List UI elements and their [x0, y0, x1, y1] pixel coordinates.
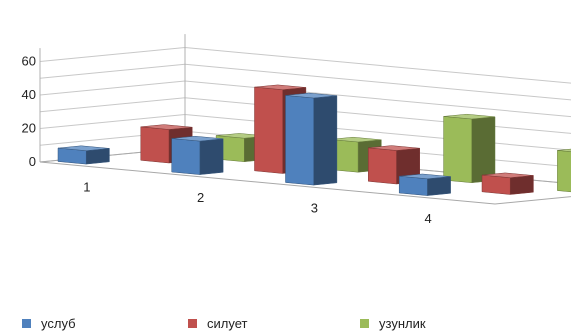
bar-front-face [481, 174, 511, 195]
bar-top-face [399, 173, 451, 180]
bar-top-face [557, 148, 571, 152]
bar-top-face [368, 145, 420, 151]
bar-side-face [509, 175, 534, 195]
y-tick-label: 40 [22, 87, 36, 102]
bar-front-face [368, 147, 397, 185]
bar [57, 145, 110, 165]
bar-front-face [254, 86, 283, 174]
bar-side-face [199, 138, 224, 175]
bar [398, 173, 451, 196]
legend-label-series-2: силует [207, 316, 248, 331]
bar-top-face [57, 145, 110, 151]
bar [481, 172, 534, 195]
legend-item-series-1: услуб [22, 316, 76, 331]
bar-top-face [254, 84, 306, 90]
legend: услуб силует узунлик [0, 312, 571, 331]
y-tick-label: 20 [22, 121, 36, 136]
bar-side-face [471, 116, 496, 183]
bar-top-face [329, 136, 382, 143]
category-label: 4 [425, 211, 432, 226]
y-tick-label: 60 [22, 54, 36, 69]
bar-front-face [171, 138, 201, 175]
legend-label-series-3: узунлик [379, 316, 426, 331]
legend-item-series-3: узунлик [360, 316, 426, 331]
category-label: 1 [83, 179, 90, 194]
bar-side-face [313, 95, 338, 186]
bar [368, 145, 420, 185]
y-tick-label: 0 [29, 154, 36, 169]
legend-label-series-1: услуб [41, 316, 76, 331]
legend-swatch-green [360, 319, 369, 328]
bar-top-face [443, 113, 496, 120]
bar-top-face [481, 172, 534, 178]
bar [171, 135, 224, 175]
floor [39, 147, 571, 205]
bar-front-face [140, 126, 170, 164]
bar-front-face [557, 150, 571, 193]
legend-item-series-2: силует [188, 316, 247, 331]
legend-swatch-red [188, 319, 197, 328]
bar [557, 148, 571, 193]
gridline [39, 46, 571, 84]
bar-top-face [140, 124, 193, 130]
category-label: 2 [197, 190, 204, 205]
bar-top-face [171, 135, 224, 142]
bar-top-face [285, 92, 337, 99]
bar-front-face [398, 175, 428, 196]
bar-front-face [443, 116, 473, 183]
bar [285, 92, 338, 186]
bar [443, 113, 496, 183]
bar-side-face [427, 176, 451, 196]
bar-side-face [85, 148, 110, 165]
legend-swatch-blue [22, 319, 31, 328]
category-label: 3 [311, 200, 318, 215]
bar-front-face [285, 95, 314, 186]
